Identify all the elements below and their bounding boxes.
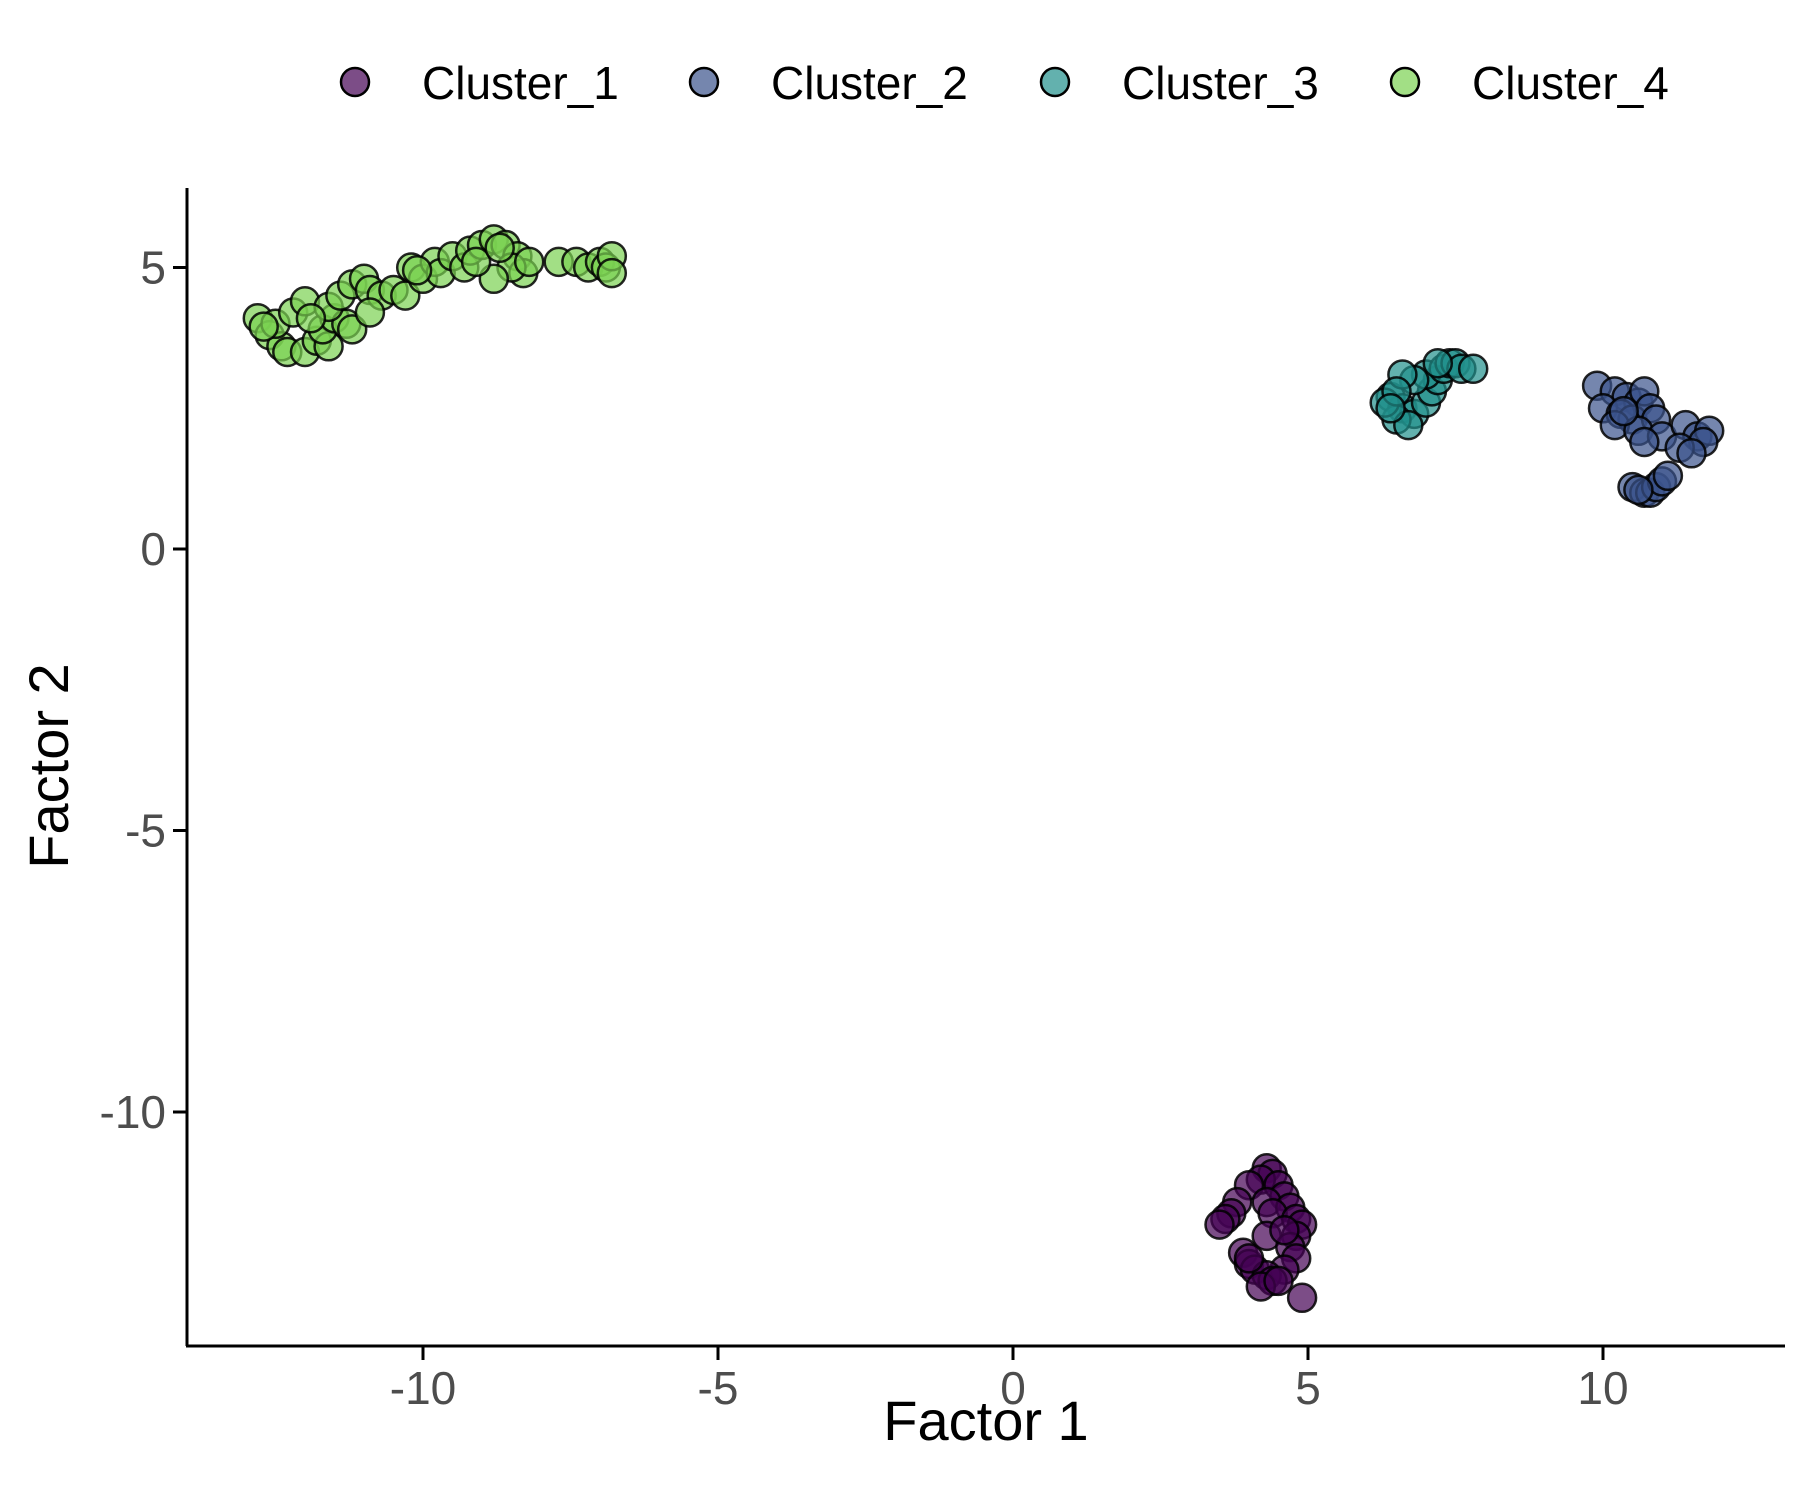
legend-key-cluster-2 <box>688 66 720 98</box>
x-tick-label-1: -5 <box>698 1362 739 1414</box>
y-tick-label-2: -5 <box>125 805 166 857</box>
x-axis-title: Factor 1 <box>883 1389 1088 1452</box>
y-tick-label-0: 5 <box>140 242 166 294</box>
y-tick-label-1: 0 <box>140 523 166 575</box>
x-tick-label-4: 10 <box>1577 1362 1628 1414</box>
point-cluster-2-19 <box>1629 426 1660 458</box>
point-cluster-1-27 <box>1263 1265 1294 1297</box>
point-cluster-2-25 <box>1652 460 1684 492</box>
point-cluster-4-49 <box>484 232 515 264</box>
point-cluster-2-27 <box>1608 395 1639 427</box>
point-cluster-4-48 <box>401 255 433 286</box>
point-cluster-4-46 <box>248 311 279 342</box>
point-cluster-1-29 <box>1269 1214 1300 1246</box>
y-axis-title: Factor 2 <box>17 663 80 868</box>
legend-label-cluster-4: Cluster_4 <box>1472 57 1669 109</box>
y-tick-label-3: -10 <box>100 1086 166 1138</box>
point-cluster-3-19 <box>1422 347 1454 379</box>
legend-key-cluster-4 <box>1389 66 1421 98</box>
point-cluster-4-22 <box>354 297 386 328</box>
point-cluster-3-18 <box>1375 393 1406 424</box>
point-cluster-1-28 <box>1233 1243 1265 1274</box>
legend-key-cluster-1 <box>339 66 371 98</box>
y-axis-ticks: 5 0 -5 -10 <box>100 242 187 1138</box>
point-cluster-4-38 <box>513 246 545 278</box>
x-axis-ticks: -10 -5 0 5 10 <box>390 1346 1629 1414</box>
point-cluster-1-14 <box>1204 1209 1235 1240</box>
x-tick-label-2: 0 <box>1000 1362 1026 1414</box>
legend: Cluster_1 Cluster_2 Cluster_3 Cluster_4 <box>339 57 1669 109</box>
point-cluster-3-16 <box>1457 353 1489 385</box>
legend-label-cluster-3: Cluster_3 <box>1122 57 1319 109</box>
point-cluster-2-26 <box>1623 474 1654 506</box>
point-cluster-1-26 <box>1286 1282 1318 1314</box>
plot-points <box>242 224 1725 1314</box>
point-cluster-2-18 <box>1676 438 1707 469</box>
point-cluster-4-37 <box>460 246 492 278</box>
legend-key-cluster-3 <box>1039 66 1071 98</box>
point-cluster-4-47 <box>295 302 327 334</box>
x-tick-label-3: 5 <box>1295 1362 1321 1414</box>
legend-label-cluster-1: Cluster_1 <box>422 57 619 109</box>
point-cluster-4-45 <box>596 257 628 289</box>
x-tick-label-0: -10 <box>390 1362 456 1414</box>
legend-label-cluster-2: Cluster_2 <box>771 57 968 109</box>
